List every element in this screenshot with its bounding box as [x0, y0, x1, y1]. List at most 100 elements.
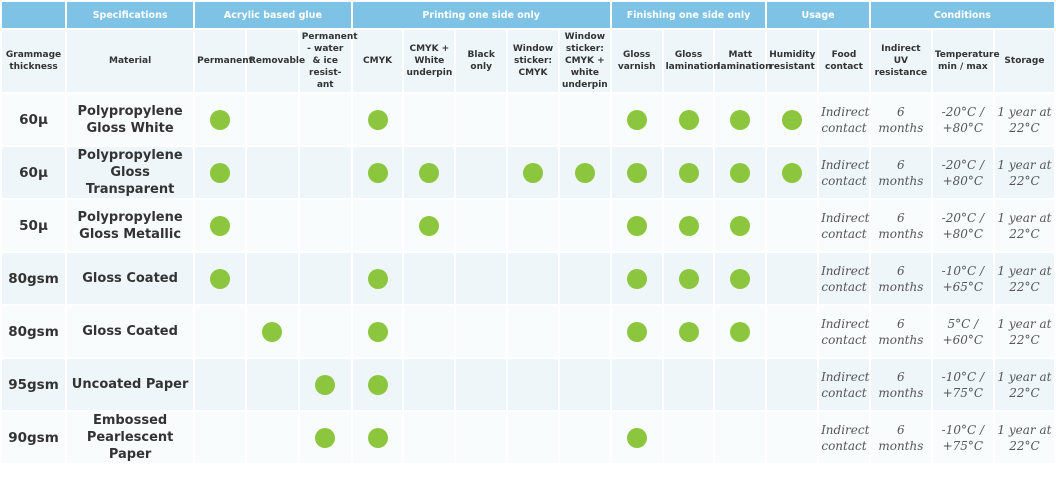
filled-circle-icon — [626, 215, 647, 236]
filled-circle-icon — [367, 321, 388, 342]
feature-cell — [352, 147, 403, 198]
table-row: 95gsm Uncoated Paper Indirect contact 6 mon… — [2, 359, 1054, 410]
filled-circle-icon — [730, 321, 751, 342]
temperature-cell: -20°C / +80°C — [932, 94, 993, 145]
filled-circle-icon — [678, 321, 699, 342]
filled-circle-icon — [574, 162, 595, 183]
temperature-cell: -10°C / +65°C — [932, 253, 993, 304]
feature-cell — [611, 253, 662, 304]
column-header: Permanent — [195, 30, 253, 92]
feature-cell — [611, 147, 662, 198]
feature-cell — [352, 200, 403, 251]
column-header: Black only — [456, 30, 507, 92]
feature-cell — [715, 306, 766, 357]
filled-circle-icon — [678, 109, 699, 130]
column-header: Window sticker: CMYK — [508, 30, 558, 92]
feature-cell — [456, 253, 507, 304]
feature-cell — [767, 94, 818, 145]
feature-cell — [767, 147, 818, 198]
group-header-acrylic-glue: Acrylic based glue — [195, 2, 351, 28]
material-cell: Gloss Coated — [67, 253, 194, 304]
material-cell: Polypropylene Gloss Transparent — [67, 147, 194, 198]
filled-circle-icon — [626, 109, 647, 130]
feature-cell — [404, 200, 455, 251]
storage-cell: 1 year at 22°C — [994, 412, 1054, 463]
feature-cell — [195, 94, 245, 145]
filled-circle-icon — [626, 321, 647, 342]
group-header-blank — [2, 2, 66, 28]
uv-resistance-cell: 6 months — [870, 306, 931, 357]
column-header: CMYK — [352, 30, 403, 92]
filled-circle-icon — [626, 268, 647, 289]
feature-cell — [246, 359, 298, 410]
specifications-table: Specifications Acrylic based glue Printi… — [2, 2, 1054, 463]
feature-cell — [456, 359, 507, 410]
feature-cell — [404, 253, 455, 304]
feature-cell — [767, 200, 818, 251]
feature-cell — [559, 94, 610, 145]
table-row: 60μ Polypropylene Gloss Transparent Indire… — [2, 147, 1054, 198]
thickness-cell: 50μ — [2, 200, 66, 251]
feature-cell — [456, 200, 507, 251]
feature-cell — [246, 412, 298, 463]
filled-circle-icon — [210, 268, 231, 289]
feature-cell — [195, 359, 245, 410]
column-header: Storage — [994, 30, 1054, 92]
feature-cell — [663, 412, 714, 463]
feature-cell — [195, 306, 245, 357]
group-header-finishing: Finishing one side only — [611, 2, 766, 28]
column-header: Window sticker: CMYK + white underpin — [559, 30, 610, 92]
feature-cell — [246, 147, 298, 198]
column-header: Material — [67, 30, 194, 92]
feature-cell — [611, 412, 662, 463]
feature-cell — [508, 147, 558, 198]
thickness-cell: 60μ — [2, 147, 66, 198]
feature-cell — [246, 253, 298, 304]
uv-resistance-cell: 6 months — [870, 147, 931, 198]
filled-circle-icon — [210, 162, 231, 183]
group-header-printing: Printing one side only — [352, 2, 610, 28]
column-header: Permanent - water & ice resist-ant — [299, 30, 358, 92]
feature-cell — [404, 359, 455, 410]
column-header: Food contact — [819, 30, 869, 92]
storage-cell: 1 year at 22°C — [994, 94, 1054, 145]
column-header: Removable — [246, 30, 305, 92]
feature-cell — [246, 94, 298, 145]
food-contact-cell: Indirect contact — [819, 147, 869, 198]
group-header-usage: Usage — [767, 2, 869, 28]
feature-cell — [715, 200, 766, 251]
feature-cell — [663, 94, 714, 145]
table-row: 50μ Polypropylene Gloss Metallic Indirect … — [2, 200, 1054, 251]
table-row: 80gsm Gloss Coated Indirect contact 6 month… — [2, 253, 1054, 304]
feature-cell — [352, 253, 403, 304]
column-header: Temperature min / max — [932, 30, 1000, 92]
feature-cell — [195, 253, 245, 304]
food-contact-cell: Indirect contact — [819, 306, 869, 357]
feature-cell — [246, 306, 298, 357]
feature-cell — [663, 359, 714, 410]
filled-circle-icon — [730, 162, 751, 183]
group-header-row: Specifications Acrylic based glue Printi… — [2, 2, 1054, 28]
filled-circle-icon — [523, 162, 543, 183]
filled-circle-icon — [367, 268, 388, 289]
feature-cell — [508, 94, 558, 145]
filled-circle-icon — [782, 162, 803, 183]
uv-resistance-cell: 6 months — [870, 359, 931, 410]
temperature-cell: -10°C / +75°C — [932, 359, 993, 410]
table-row: 60μ Polypropylene Gloss White Indirect con… — [2, 94, 1054, 145]
temperature-cell: -20°C / +80°C — [932, 147, 993, 198]
feature-cell — [404, 412, 455, 463]
feature-cell — [559, 412, 610, 463]
feature-cell — [299, 412, 351, 463]
uv-resistance-cell: 6 months — [870, 253, 931, 304]
feature-cell — [559, 147, 610, 198]
column-header: Gloss lamination — [663, 30, 720, 92]
table-body: 60μ Polypropylene Gloss White Indirect con… — [2, 94, 1054, 463]
feature-cell — [559, 253, 610, 304]
feature-cell — [559, 200, 610, 251]
feature-cell — [611, 200, 662, 251]
filled-circle-icon — [678, 162, 699, 183]
storage-cell: 1 year at 22°C — [994, 359, 1054, 410]
filled-circle-icon — [367, 427, 388, 448]
food-contact-cell: Indirect contact — [819, 200, 869, 251]
